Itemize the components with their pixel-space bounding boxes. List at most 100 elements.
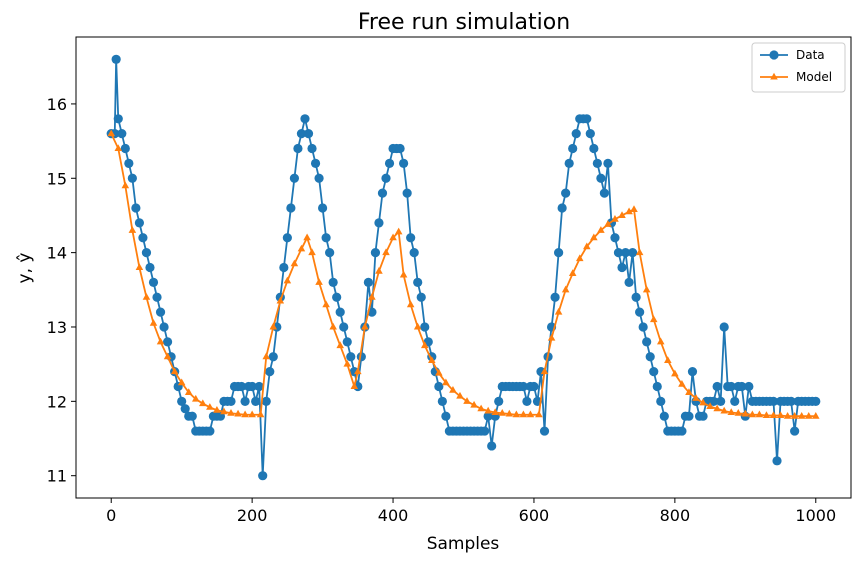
model-point	[382, 248, 390, 256]
data-point	[406, 233, 416, 243]
data-point	[719, 322, 729, 332]
data-point	[251, 396, 261, 406]
data-point	[522, 396, 532, 406]
data-point	[420, 322, 430, 332]
model-point	[604, 220, 612, 227]
data-point	[494, 396, 504, 406]
model-point	[107, 129, 116, 137]
model-point	[406, 300, 415, 308]
data-point	[141, 248, 152, 258]
model-point	[769, 411, 778, 418]
model-point	[804, 412, 813, 419]
model-point	[741, 409, 750, 417]
model-point	[350, 382, 359, 389]
model-point	[442, 378, 450, 386]
data-point	[187, 411, 197, 421]
model-point	[568, 269, 577, 276]
data-point	[786, 396, 796, 406]
data-point	[649, 367, 659, 377]
data-point	[289, 173, 300, 183]
model-point	[554, 307, 563, 315]
data-point	[317, 203, 328, 213]
model-point	[561, 285, 570, 293]
model-point	[283, 276, 292, 284]
legend-label-data: Data	[796, 48, 825, 62]
model-point	[611, 214, 619, 222]
data-point	[434, 381, 444, 392]
data-point	[627, 248, 638, 258]
data-point	[268, 352, 278, 362]
data-point	[384, 158, 395, 168]
data-point	[589, 143, 599, 154]
data-point	[582, 114, 592, 124]
model-point	[184, 388, 193, 395]
data-point	[152, 292, 162, 302]
data-point	[645, 352, 655, 362]
data-point	[117, 129, 127, 139]
data-point	[613, 248, 624, 258]
data-point	[487, 441, 497, 451]
data-point	[557, 203, 567, 213]
data-point	[339, 322, 349, 332]
model-point	[170, 367, 179, 375]
model-point	[399, 270, 408, 278]
model-point	[329, 322, 337, 330]
data-point	[413, 277, 423, 287]
data-point	[709, 396, 719, 406]
data-point	[148, 277, 159, 287]
model-point	[583, 242, 591, 250]
data-point	[571, 129, 581, 139]
y-tick-label: 14	[47, 244, 67, 263]
model-point	[177, 378, 186, 386]
plot-frame	[75, 36, 852, 499]
model-point	[692, 394, 700, 401]
model-point	[734, 409, 743, 416]
model-point	[199, 399, 207, 407]
data-point	[325, 248, 335, 258]
data-point	[631, 292, 641, 302]
model-point	[449, 385, 457, 393]
model-point	[783, 412, 792, 419]
data-point	[265, 367, 275, 377]
x-tick-label: 400	[378, 506, 409, 525]
data-point	[568, 143, 578, 154]
x-axis-label: Samples	[427, 534, 500, 554]
model-point	[206, 403, 214, 410]
legend-marker	[769, 50, 779, 60]
data-point	[395, 143, 405, 154]
x-tick-label: 600	[519, 506, 550, 525]
data-point	[247, 381, 257, 392]
model-point	[755, 410, 764, 418]
model-point	[713, 404, 721, 412]
model-point	[315, 278, 323, 285]
data-point	[113, 114, 123, 124]
data-point	[642, 337, 652, 347]
data-point	[554, 248, 564, 258]
model-point	[484, 406, 492, 414]
model-point	[635, 248, 644, 256]
data-point	[437, 396, 447, 406]
model-point	[597, 226, 605, 233]
model-point	[505, 409, 514, 417]
data-point	[381, 173, 391, 183]
data-point	[363, 277, 373, 287]
data-point	[617, 262, 627, 273]
data-point	[240, 396, 250, 406]
data-point	[180, 404, 190, 414]
model-point	[630, 205, 638, 213]
data-point	[162, 337, 173, 347]
data-point	[342, 337, 352, 347]
legend: Data Model	[751, 42, 846, 93]
chart-title: Free run simulation	[358, 10, 570, 35]
x-tick-label: 0	[106, 506, 116, 525]
data-point	[258, 471, 268, 481]
data-point	[296, 129, 307, 139]
model-point	[811, 412, 820, 419]
model-point	[748, 410, 757, 418]
model-point	[762, 411, 771, 418]
model-point	[470, 400, 478, 408]
model-point	[477, 404, 485, 412]
model-point	[797, 412, 806, 419]
data-point	[635, 307, 645, 317]
model-point	[308, 248, 316, 256]
